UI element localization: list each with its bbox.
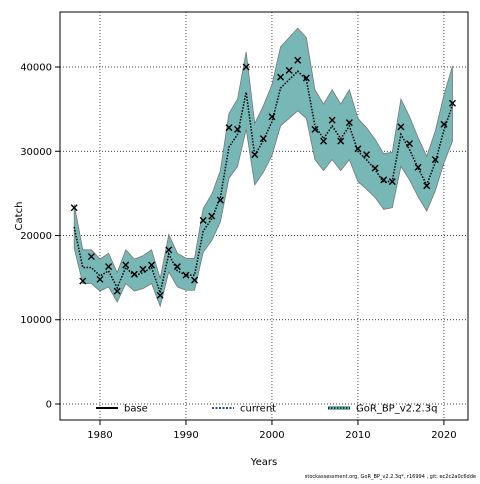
observation-marker	[87, 253, 95, 261]
x-tick-label: 2010	[345, 430, 370, 441]
observation-marker	[277, 73, 285, 81]
observation-marker	[122, 261, 130, 269]
legend-label: base	[124, 404, 148, 415]
observation-marker	[199, 216, 207, 224]
plot-frame	[59, 11, 469, 421]
observation-marker	[294, 56, 302, 64]
observation-marker	[268, 113, 276, 121]
observation-marker	[148, 261, 156, 269]
observation-marker	[285, 66, 293, 74]
observation-marker	[165, 246, 173, 254]
observation-marker	[414, 163, 422, 171]
x-tick-label: 1990	[173, 430, 198, 441]
observation-marker	[337, 137, 345, 145]
footer: stockassessment.org, GoR_BP_v2.2.3q*, r1…	[305, 474, 476, 480]
x-tick-label: 1980	[87, 430, 112, 441]
observation-marker	[388, 178, 396, 186]
observation-marker	[371, 164, 379, 172]
observation-marker	[191, 276, 199, 284]
observation-marker	[363, 151, 371, 159]
confidence-band	[73, 27, 453, 308]
observation-marker	[105, 263, 113, 271]
y-axis-label: Catch	[14, 202, 25, 231]
observation-marker	[79, 277, 87, 285]
observation-marker	[251, 151, 259, 159]
observation-marker	[242, 63, 250, 71]
x-tick-label: 2000	[259, 430, 284, 441]
observation-marker	[130, 270, 138, 278]
observation-marker	[449, 99, 457, 107]
observation-marker	[225, 124, 233, 132]
observation-marker	[139, 265, 147, 273]
x-tick-label: 2020	[431, 430, 456, 441]
observation-marker	[440, 120, 448, 128]
legend-label: GoR_BP_v2.2.3q	[356, 404, 437, 415]
x-axis-label: Years	[250, 457, 277, 468]
observation-marker	[113, 287, 121, 295]
observation-marker	[70, 204, 78, 212]
y-tick-label: 20000	[20, 231, 52, 242]
observation-marker	[182, 271, 190, 279]
observation-marker	[302, 74, 310, 82]
observation-marker	[234, 125, 242, 133]
observation-marker	[431, 156, 439, 164]
observation-marker	[397, 123, 405, 131]
observation-marker	[423, 182, 431, 190]
observation-marker	[380, 176, 388, 184]
observation-marker	[96, 275, 104, 283]
legend-label: current	[240, 404, 276, 415]
y-tick-label: 10000	[20, 315, 52, 326]
y-tick-label: 40000	[20, 63, 52, 74]
observation-marker	[311, 125, 319, 133]
observation-marker	[173, 263, 181, 271]
observation-marker	[208, 212, 216, 220]
observation-marker	[259, 135, 267, 143]
observation-marker	[406, 140, 414, 148]
observation-marker	[156, 291, 164, 299]
observation-marker	[328, 116, 336, 124]
observation-marker	[320, 137, 328, 145]
observation-marker	[216, 196, 224, 204]
y-tick-label: 30000	[20, 147, 52, 158]
y-tick-label: 0	[46, 399, 52, 410]
observation-marker	[345, 119, 353, 127]
observation-marker	[354, 145, 362, 153]
